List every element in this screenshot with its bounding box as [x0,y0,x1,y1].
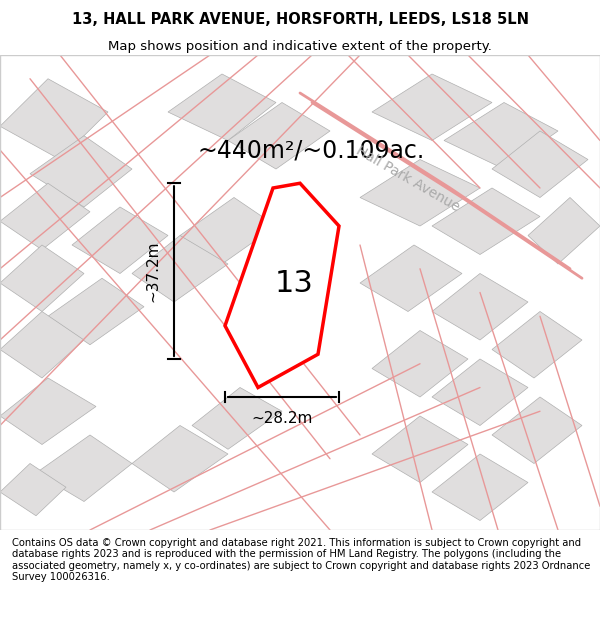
Polygon shape [72,207,168,274]
Text: ~28.2m: ~28.2m [251,411,313,426]
Polygon shape [492,397,582,464]
Polygon shape [0,378,96,444]
Polygon shape [192,388,282,449]
Polygon shape [48,278,144,345]
Polygon shape [0,464,66,516]
Polygon shape [0,311,84,378]
Text: 13: 13 [275,269,313,298]
Polygon shape [132,236,228,302]
Text: 13, HALL PARK AVENUE, HORSFORTH, LEEDS, LS18 5LN: 13, HALL PARK AVENUE, HORSFORTH, LEEDS, … [71,12,529,27]
Polygon shape [0,245,84,311]
Polygon shape [444,102,558,169]
Polygon shape [492,311,582,378]
Polygon shape [360,159,480,226]
Polygon shape [528,198,600,264]
Polygon shape [0,79,108,159]
Polygon shape [180,198,276,264]
Text: ~440m²/~0.109ac.: ~440m²/~0.109ac. [198,138,425,162]
Polygon shape [432,359,528,426]
Polygon shape [432,274,528,340]
Polygon shape [492,131,588,198]
Text: ~37.2m: ~37.2m [146,241,161,302]
Polygon shape [228,102,330,169]
Polygon shape [360,245,462,311]
Text: Map shows position and indicative extent of the property.: Map shows position and indicative extent… [108,39,492,52]
Text: Hall Park Avenue: Hall Park Avenue [354,143,462,214]
Polygon shape [432,188,540,254]
Polygon shape [372,416,468,482]
Polygon shape [225,183,339,388]
Polygon shape [0,183,90,250]
Polygon shape [132,426,228,492]
Polygon shape [168,74,276,141]
Polygon shape [36,435,132,501]
Polygon shape [372,74,492,141]
Polygon shape [372,331,468,397]
Polygon shape [30,136,132,207]
Polygon shape [432,454,528,521]
Text: Contains OS data © Crown copyright and database right 2021. This information is : Contains OS data © Crown copyright and d… [12,538,590,582]
